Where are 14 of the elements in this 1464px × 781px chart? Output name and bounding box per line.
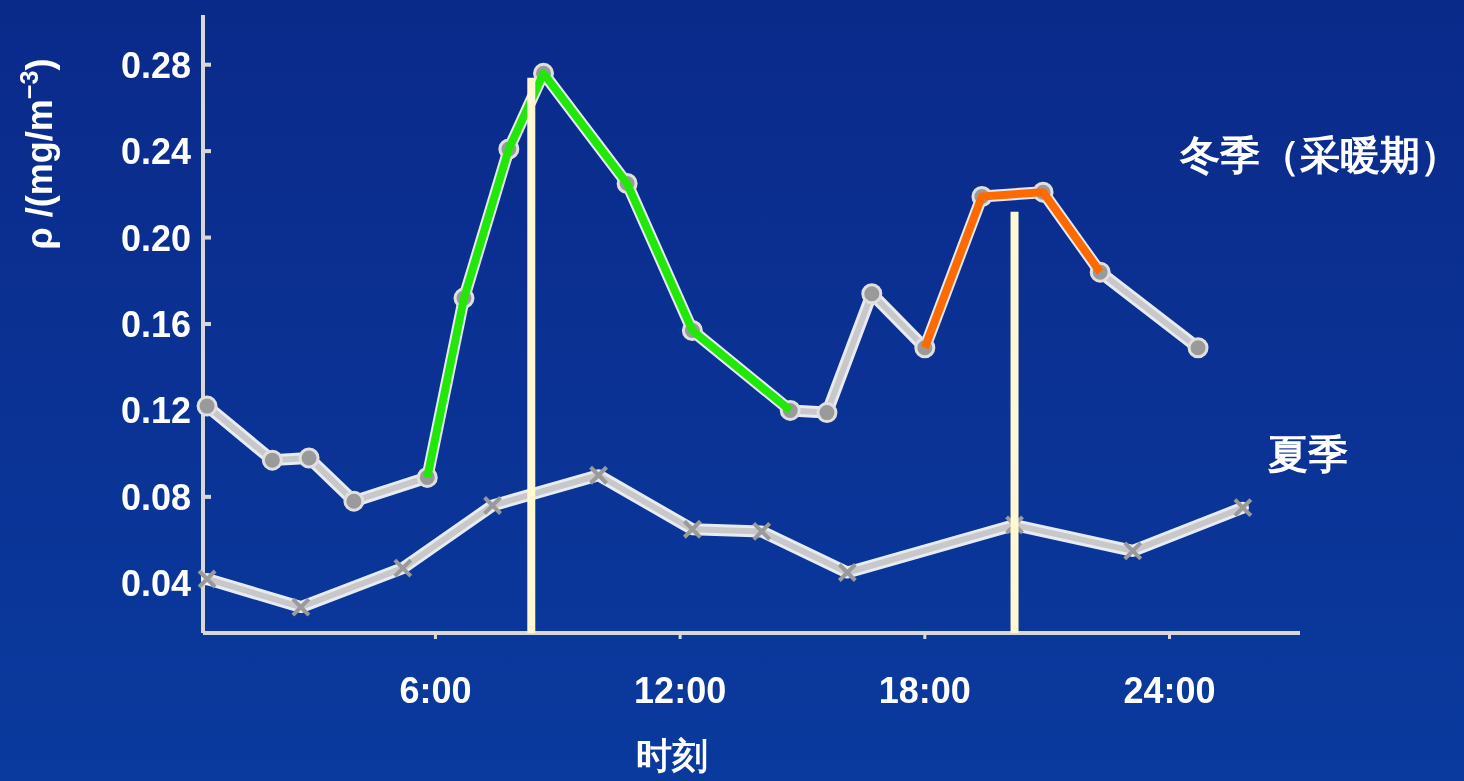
x-tick-label: 18:00: [878, 670, 971, 711]
x-tick-label: 24:00: [1123, 670, 1216, 711]
x-tick-label: 6:00: [399, 670, 472, 711]
text: 冬季（采暖期）: [1179, 132, 1460, 177]
series-label: 夏季: [1267, 431, 1348, 476]
y-tick-label: 0.28: [120, 44, 191, 86]
x-tick-label: 12:00: [634, 670, 727, 711]
y-tick-label: 0.16: [120, 304, 191, 345]
y-tick-label: 0.08: [120, 476, 191, 518]
y-tick-label: 0.20: [120, 217, 191, 259]
x-axis-title: 时刻: [635, 735, 708, 776]
y-tick-label: 0.24: [120, 131, 191, 173]
y-tick-label: 0.12: [120, 390, 191, 432]
y-tick-label: 0.04: [120, 563, 191, 605]
